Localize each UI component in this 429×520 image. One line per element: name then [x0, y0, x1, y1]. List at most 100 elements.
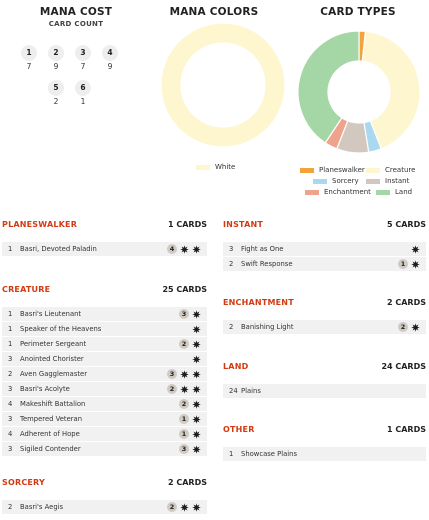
card-row[interactable]: 3 Tempered Veteran 1: [2, 412, 207, 426]
mana-cost-cell-4[interactable]: 4 9: [102, 45, 118, 71]
card-name: Aven Gagglemaster: [20, 370, 88, 378]
mana-cost-cell-1[interactable]: 1 7: [21, 45, 37, 71]
mana-cost-symbols: 2: [167, 384, 201, 394]
section-count: 5 CARDS: [387, 220, 426, 229]
mana-cost-value: 2: [48, 45, 64, 61]
card-row[interactable]: 3 Sigiled Contender 3: [2, 442, 207, 456]
mana-cost-symbols: [410, 244, 420, 254]
white-mana-icon: [410, 322, 420, 332]
card-row[interactable]: 2 Swift Response 1: [223, 257, 426, 271]
card-row[interactable]: 3 Anointed Chorister: [2, 352, 207, 366]
card-row[interactable]: 1 Basri, Devoted Paladin 4: [2, 242, 207, 256]
card-types-legend-item: Planeswalker: [300, 166, 365, 174]
card-row[interactable]: 1 Showcase Plains: [223, 447, 426, 461]
legend-swatch: [366, 167, 380, 173]
card-list: 1 Showcase Plains: [223, 447, 426, 461]
white-mana-icon: [191, 429, 201, 439]
section-creature: CREATURE 25 CARDS 1 Basri's Lieutenant 3 1 Sp…: [2, 285, 207, 457]
mana-cost-count: 9: [53, 62, 59, 71]
mana-cost-symbols: 2: [167, 502, 201, 512]
mana-cost-symbols: 2: [179, 399, 201, 409]
section-other: OTHER 1 CARDS 1 Showcase Plains: [223, 425, 426, 462]
mana-cost-value: 5: [48, 80, 64, 96]
legend-swatch: [196, 164, 210, 170]
card-qty: 2: [8, 370, 13, 378]
section-title: OTHER: [223, 425, 255, 434]
generic-mana-icon: 2: [398, 322, 408, 332]
mana-cost-symbols: 3: [167, 369, 201, 379]
donut-slice-white[interactable]: [160, 22, 286, 148]
card-row[interactable]: 4 Makeshift Battalion 2: [2, 397, 207, 411]
card-qty: 3: [8, 445, 13, 453]
section-count: 24 CARDS: [381, 362, 426, 371]
card-qty: 1: [8, 340, 13, 348]
card-row[interactable]: 1 Basri's Lieutenant 3: [2, 307, 207, 321]
mana-cost-value: 1: [21, 45, 37, 61]
mana-cost-count: 9: [107, 62, 113, 71]
section-count: 2 CARDS: [387, 298, 426, 307]
card-types-legend-item: Sorcery: [313, 177, 359, 185]
legend-label-white: White: [215, 163, 236, 171]
section-count: 2 CARDS: [168, 478, 207, 487]
card-name: Banishing Light: [241, 323, 294, 331]
white-mana-icon: [410, 259, 420, 269]
card-name: Speaker of the Heavens: [20, 325, 102, 333]
mana-cost-cell-3[interactable]: 3 7: [75, 45, 91, 71]
generic-mana-icon: 1: [179, 429, 189, 439]
card-qty: 3: [8, 355, 13, 363]
donut-slice-land[interactable]: [297, 30, 360, 144]
donut-slice-creature[interactable]: [361, 30, 421, 150]
mana-cost-cell-2[interactable]: 2 9: [48, 45, 64, 71]
mana-cost-symbols: 1: [398, 259, 420, 269]
legend-label-planeswalker: Planeswalker: [319, 166, 365, 174]
card-qty: 3: [229, 245, 234, 253]
card-row[interactable]: 4 Adherent of Hope 1: [2, 427, 207, 441]
legend-swatch: [313, 178, 327, 184]
generic-mana-icon: 2: [167, 502, 177, 512]
generic-mana-icon: 1: [179, 414, 189, 424]
mana-cost-symbols: 2: [179, 339, 201, 349]
mana-cost-symbols: 4: [167, 244, 201, 254]
white-mana-icon: [191, 244, 201, 254]
white-mana-icon: [191, 414, 201, 424]
generic-mana-icon: 4: [167, 244, 177, 254]
legend-label-land: Land: [395, 188, 413, 196]
card-row[interactable]: 3 Fight as One: [223, 242, 426, 256]
mana-cost-symbols: 3: [179, 444, 201, 454]
card-row[interactable]: 3 Basri's Acolyte 2: [2, 382, 207, 396]
legend-label-enchantment: Enchantment: [324, 188, 371, 196]
card-row[interactable]: 1 Perimeter Sergeant 2: [2, 337, 207, 351]
card-row[interactable]: 2 Basri's Aegis 2: [2, 500, 207, 514]
card-types-title: CARD TYPES: [320, 6, 396, 18]
card-qty: 2: [229, 260, 234, 268]
mana-cost-cell-6[interactable]: 6 1: [75, 80, 91, 106]
section-title: CREATURE: [2, 285, 51, 294]
card-name: Makeshift Battalion: [20, 400, 86, 408]
card-qty: 1: [8, 325, 13, 333]
card-types-legend-item: Land: [376, 188, 412, 196]
card-row[interactable]: 2 Aven Gagglemaster 3: [2, 367, 207, 381]
card-name: Tempered Veteran: [20, 415, 83, 423]
card-name: Fight as One: [241, 245, 284, 253]
card-name: Basri, Devoted Paladin: [20, 245, 97, 253]
mana-cost-cell-5[interactable]: 5 2: [48, 80, 64, 106]
card-row[interactable]: 24 Plains: [223, 384, 426, 398]
card-qty: 4: [8, 430, 13, 438]
mana-cost-count: 2: [53, 97, 59, 106]
card-row[interactable]: 2 Banishing Light 2: [223, 320, 426, 334]
mana-cost-value: 4: [102, 45, 118, 61]
card-list: 1 Basri's Lieutenant 3 1 Speaker of the Heav…: [2, 307, 207, 456]
section-planeswalker: PLANESWALKER 1 CARDS 1 Basri, Devoted Pala…: [2, 220, 207, 257]
mana-colors-legend-item: White: [196, 163, 235, 171]
mana-cost-symbols: [191, 324, 201, 334]
white-mana-icon: [191, 399, 201, 409]
mana-cost-symbols: 1: [179, 414, 201, 424]
white-mana-icon: [191, 502, 201, 512]
card-qty: 3: [8, 415, 13, 423]
card-name: Sigiled Contender: [20, 445, 81, 453]
card-row[interactable]: 1 Speaker of the Heavens: [2, 322, 207, 336]
card-name: Anointed Chorister: [20, 355, 84, 363]
section-count: 1 CARDS: [168, 220, 207, 229]
section-land: LAND 24 CARDS 24 Plains: [223, 362, 426, 399]
section-title: INSTANT: [223, 220, 264, 229]
